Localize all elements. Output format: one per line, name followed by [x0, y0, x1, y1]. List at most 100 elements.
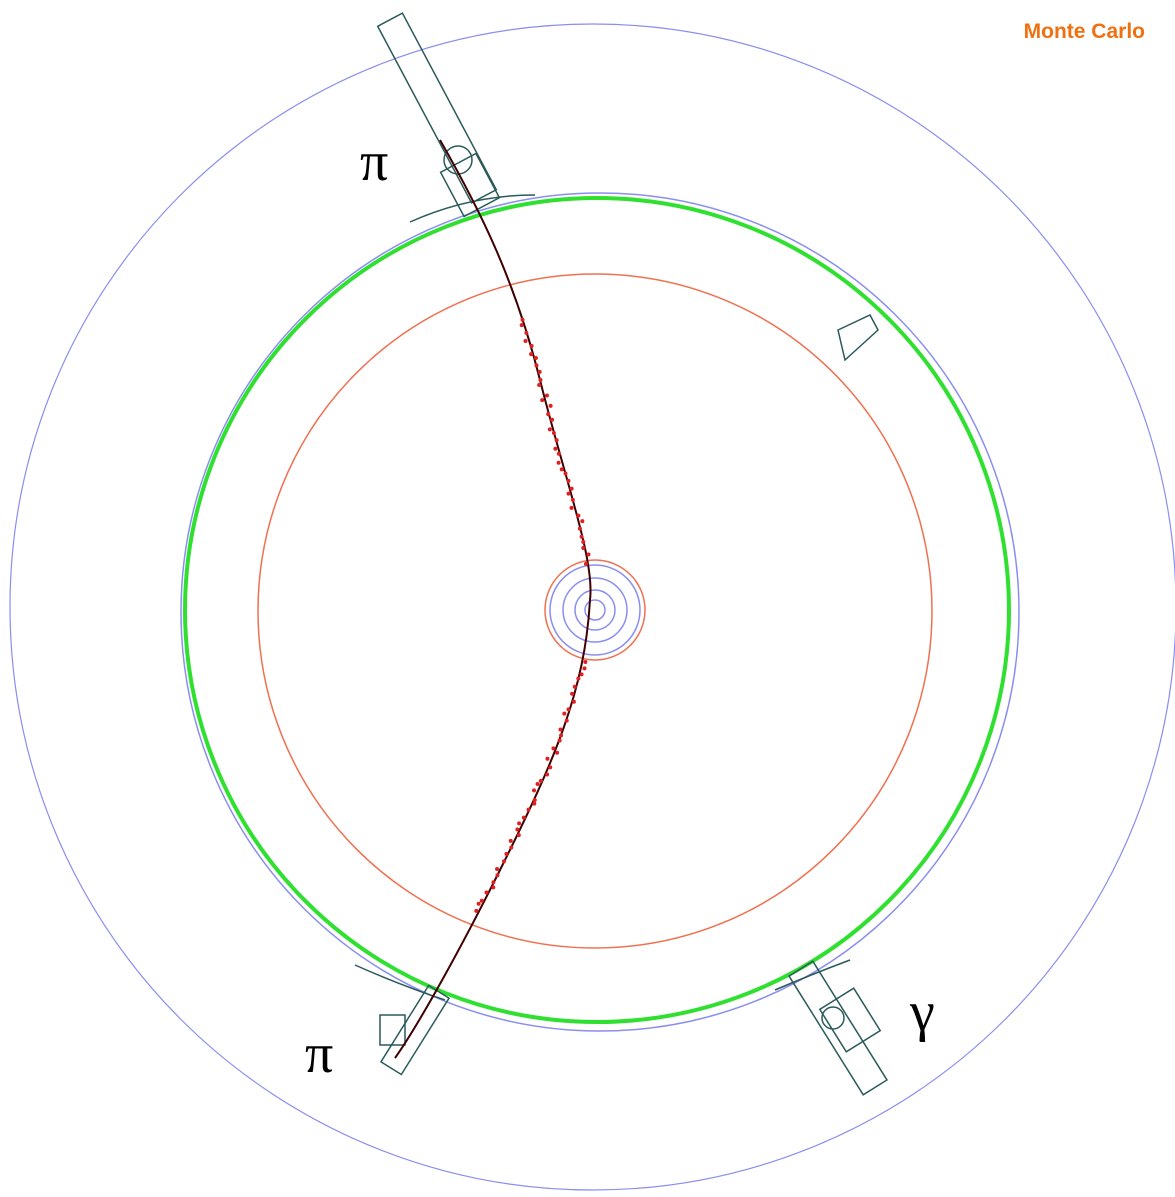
hit	[547, 427, 552, 432]
hit	[476, 901, 481, 906]
hit	[479, 898, 484, 903]
hit	[555, 750, 560, 755]
vertex-ring	[584, 599, 606, 621]
hit	[582, 666, 587, 671]
vertex-ring	[544, 559, 646, 661]
hit	[519, 323, 524, 328]
hit	[529, 343, 534, 348]
hit	[580, 519, 585, 524]
hit	[559, 733, 564, 738]
hit	[551, 746, 556, 751]
hit	[558, 727, 563, 732]
hit	[571, 699, 576, 704]
vertex-ring	[562, 577, 628, 643]
hit	[540, 398, 545, 403]
hit	[566, 491, 571, 496]
hit	[491, 880, 496, 885]
hit	[583, 659, 588, 664]
chamber	[787, 960, 889, 1096]
green-ring	[183, 196, 1011, 1024]
hit	[533, 355, 538, 360]
hit	[532, 788, 537, 793]
hit	[532, 801, 537, 806]
hit-circle	[821, 1006, 845, 1030]
simulation-label: Monte Carlo	[1024, 20, 1145, 43]
hit	[581, 539, 586, 544]
hit	[581, 546, 586, 551]
cluster	[837, 314, 879, 362]
vertex-ring	[549, 564, 641, 656]
hit	[491, 885, 496, 890]
particle-label: γ	[909, 981, 935, 1043]
hit	[554, 438, 559, 443]
hit	[537, 382, 542, 387]
particle-label: π	[305, 1023, 333, 1085]
hit	[569, 486, 574, 491]
hit	[553, 446, 558, 451]
outer-ring	[9, 23, 1175, 1191]
hit	[570, 497, 575, 502]
hit	[517, 821, 522, 826]
hit	[544, 393, 549, 398]
hit	[538, 377, 543, 382]
chamber	[376, 12, 498, 204]
orange-ring	[257, 273, 933, 949]
particle-label: π	[360, 131, 388, 193]
hit	[520, 317, 525, 322]
hit	[579, 534, 584, 539]
hit	[545, 756, 550, 761]
hit	[556, 451, 561, 456]
chamber	[818, 987, 882, 1053]
hit	[501, 859, 506, 864]
muon-chambers	[354, 12, 889, 1096]
hit	[535, 782, 540, 787]
track	[394, 139, 592, 1059]
chamber	[439, 152, 501, 218]
calorimeter-ring	[180, 192, 1020, 1032]
hit	[508, 838, 513, 843]
hit	[583, 561, 588, 566]
hit	[495, 867, 500, 872]
hit	[516, 833, 521, 838]
arc	[354, 964, 446, 1001]
hit	[534, 363, 539, 368]
hit	[586, 552, 591, 557]
hit	[545, 772, 550, 777]
hit	[509, 845, 514, 850]
hit	[570, 691, 575, 696]
hit	[576, 676, 581, 681]
hit	[538, 778, 543, 783]
hit	[515, 827, 520, 832]
hit	[523, 339, 528, 344]
hit	[577, 526, 582, 531]
hit	[484, 890, 489, 895]
hit	[566, 478, 571, 483]
vertex-ring	[574, 589, 616, 631]
hit	[572, 684, 577, 689]
hit	[569, 505, 574, 510]
hit	[526, 807, 531, 812]
hit	[546, 412, 551, 417]
detector	[9, 23, 1175, 1191]
arc	[409, 194, 536, 223]
hit	[521, 815, 526, 820]
hit	[563, 471, 568, 476]
hit	[504, 851, 509, 856]
hits	[474, 317, 591, 913]
hit	[548, 765, 553, 770]
hit	[548, 403, 553, 408]
hit	[495, 873, 500, 878]
chamber	[379, 1014, 406, 1046]
hit	[550, 417, 555, 422]
hit	[559, 467, 564, 472]
hit	[562, 711, 567, 716]
hit	[529, 352, 534, 357]
arc	[774, 959, 851, 991]
hit	[532, 797, 537, 802]
hit	[474, 908, 479, 913]
hit	[537, 369, 542, 374]
hit	[566, 707, 571, 712]
hit	[551, 431, 556, 436]
